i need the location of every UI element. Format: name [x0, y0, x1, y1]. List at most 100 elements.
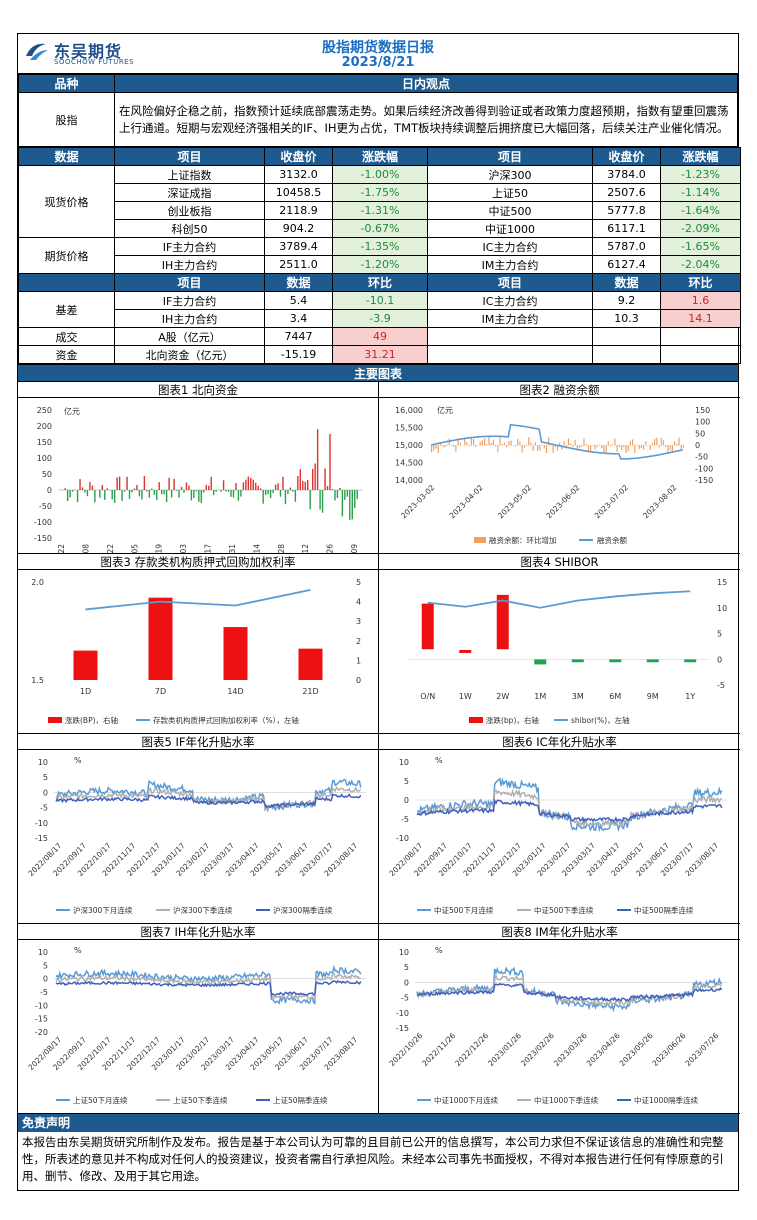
margin-change-bar	[497, 445, 499, 453]
flow-bar	[311, 468, 314, 490]
x-tick-label: 2023-04-19	[155, 544, 164, 553]
spot-name: 创业板指	[114, 201, 265, 220]
y-tick-label: 1.5	[31, 676, 44, 685]
flow-bar	[324, 468, 326, 490]
y2-tick-label: 50	[695, 429, 705, 438]
flow-bar	[287, 490, 289, 495]
x-tick-label: 2023-04-05	[130, 544, 139, 553]
margin-change-bar	[676, 443, 678, 446]
flow-bar	[329, 434, 331, 490]
quotes-h-2: 收盘价	[264, 147, 333, 166]
margin-change-bar	[585, 443, 587, 446]
y2-tick-label: -150	[695, 476, 713, 485]
spot-row: 现货价格 上证指数 3132.0 -1.00% 沪深300 3784.0 -1.23%	[18, 165, 741, 238]
margin-change-bar	[433, 445, 435, 451]
turnover-row: 成交 A股（亿元） 7447 49	[18, 327, 741, 346]
y2-tick-label: 4	[356, 598, 361, 607]
margin-change-bar	[561, 445, 563, 450]
margin-change-bar	[514, 445, 517, 447]
margin-change-bar	[550, 444, 552, 446]
flow-bar	[215, 490, 217, 492]
legend-label: 中证500下季连续	[534, 905, 594, 915]
margin-change-bar	[629, 441, 631, 446]
chart-3: 图表3 存款类机构质押式回购加权利率 2.0 1.5 5 4 3 2 1 0 1D 7D 14D 21D…	[18, 554, 379, 734]
y-tick-label: -150	[34, 534, 52, 543]
margin-change-bar	[572, 445, 574, 448]
legend-label: 沪深300下月连续	[73, 905, 133, 915]
legend-label: 融资余额：环比增加	[489, 535, 557, 545]
flow-bar	[158, 482, 160, 490]
futures-change: -1.20%	[332, 255, 428, 274]
futures-name: IM主力合约	[427, 255, 593, 274]
flow-bar	[252, 479, 254, 490]
spot-change: -1.31%	[332, 201, 428, 220]
margin-change-bar	[479, 441, 481, 446]
turnover-value: 7447	[264, 327, 333, 346]
chart-8-plot: 10 5 0 -5 -10 -15% 2022/10/262022/11/262022/12…	[387, 946, 727, 1105]
flow-bar	[354, 490, 356, 508]
margin-change-bar	[643, 445, 645, 450]
x-tick-label: 3M	[572, 692, 584, 701]
margin-change-bar	[466, 442, 468, 446]
margin-change-bar	[649, 445, 651, 450]
flow-bar	[81, 487, 84, 490]
flow-bar	[242, 482, 245, 490]
basis-value: 10.3	[592, 309, 661, 328]
margin-change-bar	[647, 445, 649, 446]
margin-change-bar	[545, 445, 548, 454]
legend-label: 存款类机构质押式回购加权利率（%），左轴	[153, 715, 299, 725]
margin-change-bar	[477, 445, 479, 446]
margin-change-bar	[517, 438, 519, 446]
flow-bar	[220, 490, 222, 492]
spot-close: 3784.0	[592, 165, 661, 184]
futures-close: 3789.4	[264, 237, 333, 256]
x-tick-label: 2023-07-02	[593, 483, 630, 520]
flow-bar	[193, 490, 195, 498]
y-tick-label: 5	[404, 963, 409, 972]
view-text: 在风险偏好企稳之前，指数预计延续底部震荡走势。如果后续经济改善得到验证或者政策力…	[114, 92, 738, 147]
flow-bar	[161, 490, 163, 495]
margin-change-bar	[594, 445, 596, 450]
chart-5: 图表5 IF年化升贴水率 10 5 0 -5 -10 -15% 2022/08/17 2022/…	[18, 734, 379, 924]
change-bar	[609, 659, 622, 663]
flow-bar	[284, 490, 287, 505]
margin-change-bar	[468, 445, 470, 447]
y-tick-label: -10	[396, 1009, 409, 1018]
margin-change-bar	[614, 438, 616, 446]
y2-tick-label: 0	[356, 676, 361, 685]
margin-change-bar	[490, 442, 492, 446]
capital-label: 资金	[18, 345, 115, 364]
x-tick-label: 2022/12/26	[453, 1031, 490, 1068]
y-tick-label: 0	[47, 486, 52, 495]
flow-bar	[230, 490, 232, 497]
x-tick-label: 2022/10/26	[387, 1031, 424, 1068]
basis-h-3: 项目	[427, 273, 593, 292]
chart-2-plot: 16,000 15,500 15,000 14,500 14,000 150 100 50 0 -…	[395, 405, 713, 545]
margin-change-bar	[534, 442, 537, 446]
report-date: 2023/8/21	[341, 55, 415, 70]
flow-bar	[222, 480, 225, 490]
turnover-label: 成交	[18, 327, 115, 346]
chart-2: 图表2 融资余额 16,000 15,500 15,000 14,500 14,000 15…	[379, 382, 740, 554]
variety-cell: 股指	[18, 92, 115, 147]
x-tick-label: 2023-05-02	[496, 483, 533, 520]
margin-change-bar	[596, 445, 598, 448]
chart-5-plot: 1050-5-10-15%2022/08/172022/09/172022/10…	[26, 756, 366, 915]
spot-name: 深证成指	[114, 183, 265, 202]
flow-bar	[319, 490, 321, 510]
x-tick-label: 2023-03-02	[399, 483, 436, 520]
basis-value: 3.4	[264, 309, 333, 328]
flow-bar	[339, 487, 341, 490]
margin-change-bar	[634, 445, 636, 454]
flow-bar	[138, 490, 141, 497]
margin-change-bar	[519, 441, 521, 446]
report-header: 东吴期货 SOOCHOW FUTURES 股指期货数据日报 2023/8/21	[18, 34, 738, 74]
view-table: 品种 日内观点 股指 在风险偏好企稳之前，指数预计延续底部震荡走势。如果后续经济…	[18, 74, 738, 147]
flow-bar	[331, 489, 334, 490]
quotes-h-4: 项目	[427, 147, 593, 166]
flow-bar	[121, 490, 123, 501]
y-tick-label: 0	[43, 975, 48, 984]
margin-change-bar	[620, 445, 623, 450]
x-tick-label: 1D	[80, 687, 91, 696]
futures-name: IH主力合约	[114, 255, 265, 274]
